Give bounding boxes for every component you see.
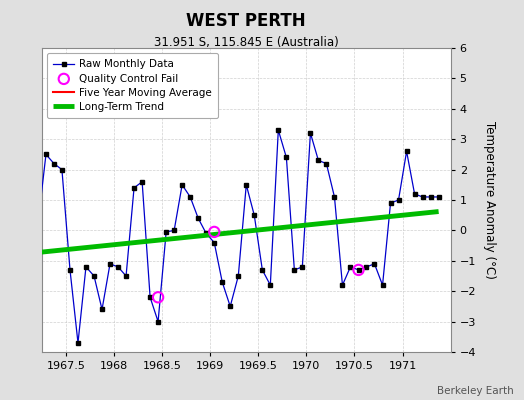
Legend: Raw Monthly Data, Quality Control Fail, Five Year Moving Average, Long-Term Tren: Raw Monthly Data, Quality Control Fail, … <box>47 53 219 118</box>
Quality Control Fail <box>154 294 162 300</box>
Quality Control Fail <box>210 229 219 235</box>
Raw Monthly Data <box>75 340 81 345</box>
Quality Control Fail <box>354 267 363 273</box>
Raw Monthly Data <box>283 155 290 160</box>
Text: WEST PERTH: WEST PERTH <box>187 12 306 30</box>
Raw Monthly Data <box>19 262 25 266</box>
Raw Monthly Data <box>355 268 362 272</box>
Line: Raw Monthly Data: Raw Monthly Data <box>20 128 441 345</box>
Y-axis label: Temperature Anomaly (°C): Temperature Anomaly (°C) <box>483 121 496 279</box>
Raw Monthly Data <box>275 128 281 132</box>
Raw Monthly Data <box>299 264 305 269</box>
Text: 31.951 S, 115.845 E (Australia): 31.951 S, 115.845 E (Australia) <box>154 36 339 49</box>
Raw Monthly Data <box>267 283 274 288</box>
Raw Monthly Data <box>307 131 313 136</box>
Text: Berkeley Earth: Berkeley Earth <box>437 386 514 396</box>
Raw Monthly Data <box>435 194 442 199</box>
Raw Monthly Data <box>139 179 145 184</box>
